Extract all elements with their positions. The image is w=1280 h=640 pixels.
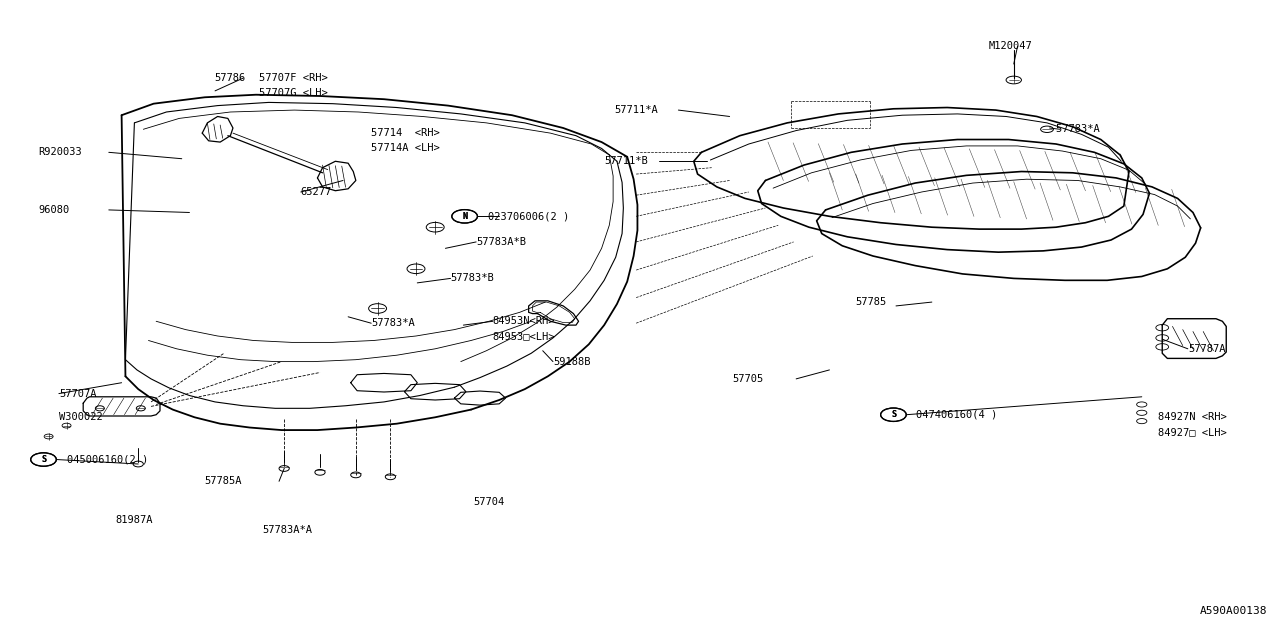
Text: 96080: 96080: [38, 205, 69, 215]
Text: 023706006(2 ): 023706006(2 ): [488, 211, 568, 221]
Text: 57707F <RH>: 57707F <RH>: [259, 73, 328, 83]
Text: 045006160(2 ): 045006160(2 ): [67, 454, 147, 465]
Text: 57707A: 57707A: [59, 388, 96, 399]
Text: 57783*B: 57783*B: [451, 273, 494, 284]
Text: 57714A <LH>: 57714A <LH>: [371, 143, 440, 154]
Text: M120047: M120047: [988, 41, 1032, 51]
Text: 57704: 57704: [474, 497, 504, 508]
Text: 57783A*A: 57783A*A: [262, 525, 312, 535]
Text: N: N: [462, 212, 467, 221]
Text: 84953□<LH>: 84953□<LH>: [493, 331, 556, 341]
Text: 57786: 57786: [215, 73, 246, 83]
Text: 57711*B: 57711*B: [604, 156, 648, 166]
Text: 57785: 57785: [855, 297, 886, 307]
Text: 57783A*B: 57783A*B: [476, 237, 526, 247]
Text: 57787A: 57787A: [1188, 344, 1225, 354]
Text: 57783*A: 57783*A: [1056, 124, 1106, 134]
Text: R920033: R920033: [38, 147, 82, 157]
Text: 84927□ <LH>: 84927□ <LH>: [1158, 427, 1228, 437]
Text: 65277: 65277: [301, 187, 332, 197]
Text: 59188B: 59188B: [553, 356, 590, 367]
Text: 81987A: 81987A: [115, 515, 152, 525]
Text: 57705: 57705: [732, 374, 763, 384]
Text: 047406160(4 ): 047406160(4 ): [916, 410, 997, 420]
Text: 57785A: 57785A: [205, 476, 242, 486]
Text: 57714  <RH>: 57714 <RH>: [371, 128, 440, 138]
Text: 84927N <RH>: 84927N <RH>: [1158, 412, 1228, 422]
Text: 57711*A: 57711*A: [614, 105, 658, 115]
Text: 57707G <LH>: 57707G <LH>: [259, 88, 328, 98]
Text: S: S: [891, 410, 896, 419]
Text: 84953N<RH>: 84953N<RH>: [493, 316, 556, 326]
Text: W300022: W300022: [59, 412, 102, 422]
Text: S: S: [891, 410, 896, 419]
Text: S: S: [41, 455, 46, 464]
Text: A590A00138: A590A00138: [1199, 605, 1267, 616]
Text: 57783*A: 57783*A: [371, 318, 415, 328]
Text: S: S: [41, 455, 46, 464]
Text: N: N: [462, 212, 467, 221]
